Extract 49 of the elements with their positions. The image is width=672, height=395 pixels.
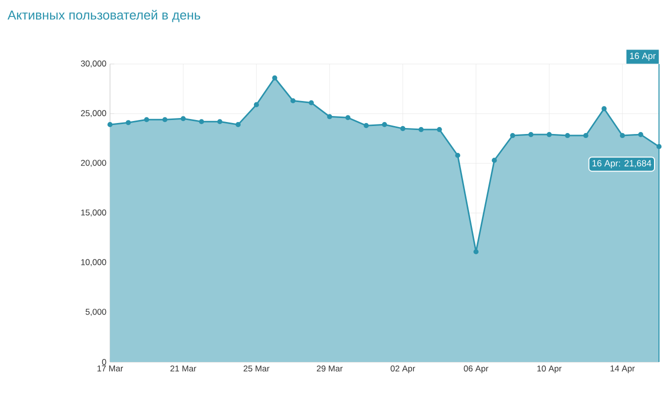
point (602, 106, 607, 112)
point (546, 132, 552, 138)
y-tick-label: 15,000 (81, 210, 106, 216)
y-tick-label: 25,000 (81, 110, 106, 118)
point (638, 132, 644, 138)
point (290, 98, 296, 104)
point (327, 114, 332, 120)
chart-title: Активных пользователей в день (8, 10, 200, 22)
point (308, 100, 314, 106)
point (564, 132, 570, 138)
point (620, 132, 625, 138)
x-tick-label: 25 Mar (244, 366, 270, 372)
point (272, 75, 278, 80)
point (162, 117, 168, 122)
point (418, 127, 424, 132)
point (180, 116, 186, 122)
point (436, 127, 442, 132)
point (492, 158, 497, 163)
x-tick-label: 29 Mar (316, 366, 343, 372)
y-tick-label: 30,000 (80, 60, 106, 68)
y-tick-label: 0 (102, 359, 106, 365)
x-tick-label: 06 Apr (464, 366, 488, 374)
y-tick-label: 20,000 (81, 160, 106, 167)
ref-line-label: 16 Apr (630, 52, 656, 61)
y-tick-label: 10,000 (81, 259, 106, 266)
point (236, 122, 241, 128)
point (107, 122, 113, 128)
point (345, 115, 350, 120)
x-tick-label: 21 Mar (170, 366, 196, 372)
point (656, 144, 662, 150)
point (126, 120, 131, 126)
point (510, 132, 516, 138)
x-tick-label: 14 Apr (610, 366, 635, 374)
point (382, 122, 388, 128)
point (400, 126, 406, 132)
y-tick-label: 5,000 (86, 308, 106, 316)
x-tick-label: 17 Mar (97, 366, 124, 372)
point (455, 152, 460, 158)
point (198, 119, 204, 124)
point (364, 123, 369, 128)
annotation: 16 Apr: 21,684 (592, 160, 652, 168)
point (217, 119, 222, 124)
x-tick-label: 02 Apr (390, 366, 416, 374)
point (528, 132, 534, 138)
x-tick-label: 10 Apr (537, 366, 562, 374)
point (144, 117, 150, 122)
point (473, 249, 479, 254)
point (254, 102, 259, 108)
point (583, 132, 588, 138)
